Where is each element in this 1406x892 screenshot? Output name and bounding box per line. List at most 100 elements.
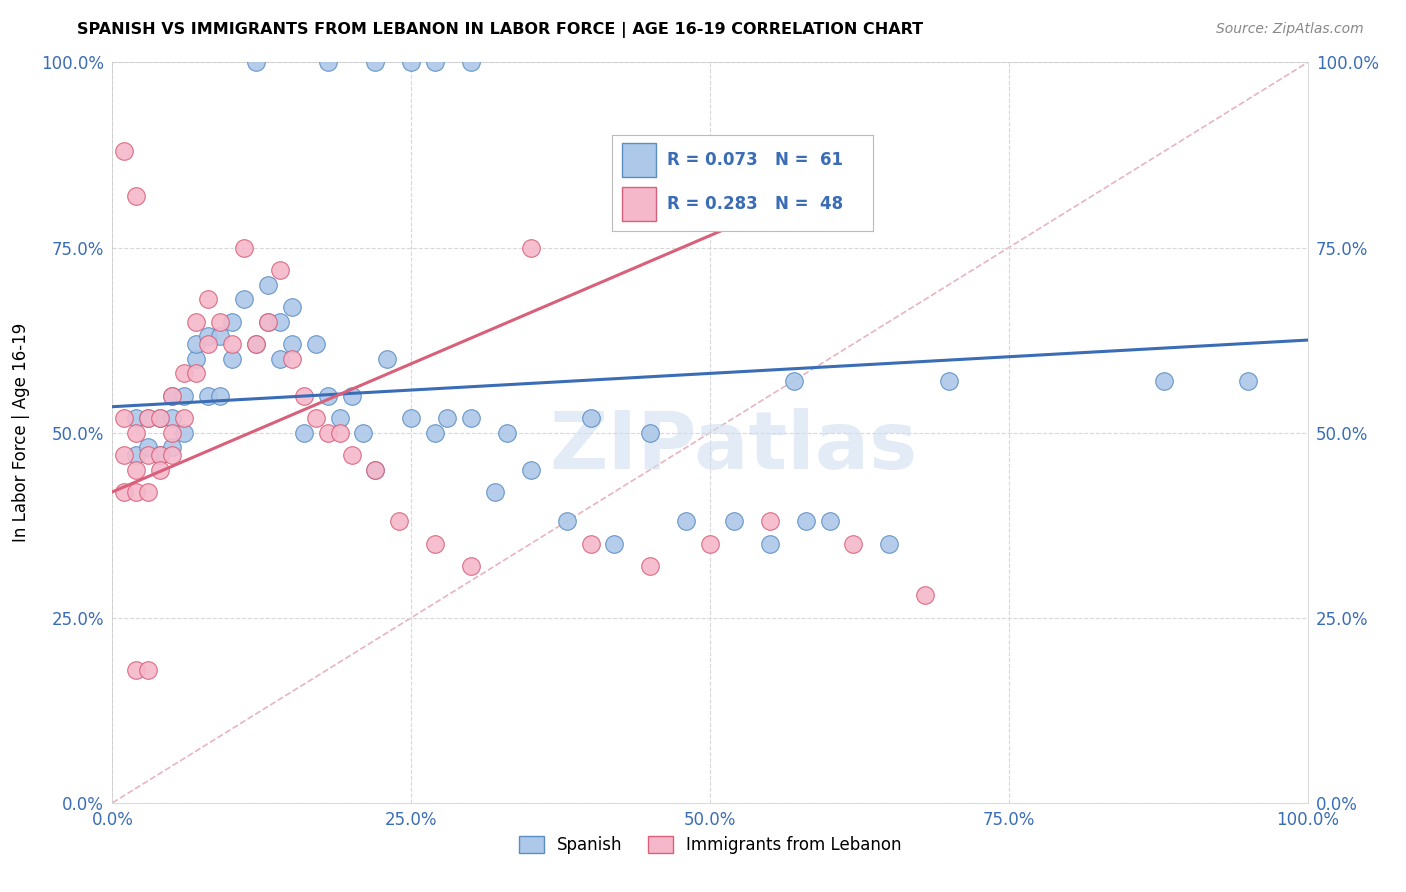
Point (281, 336, 304, 351)
Point (329, 425, 352, 440)
Point (257, 314, 280, 328)
Point (579, 536, 602, 550)
Point (436, 410, 458, 425)
Point (292, 425, 315, 440)
Point (425, 536, 447, 550)
Point (496, 425, 519, 440)
Legend: Spanish, Immigrants from Lebanon: Spanish, Immigrants from Lebanon (512, 830, 908, 861)
Text: Source: ZipAtlas.com: Source: ZipAtlas.com (1216, 22, 1364, 37)
Point (149, 462, 172, 476)
FancyBboxPatch shape (621, 144, 657, 177)
Point (340, 448, 363, 462)
Point (173, 410, 195, 425)
Point (377, 351, 399, 366)
Point (233, 293, 256, 307)
Point (818, 515, 841, 529)
Point (125, 425, 148, 440)
Point (1237, 374, 1260, 388)
Point (675, 515, 697, 529)
Point (125, 484, 148, 499)
Point (794, 515, 817, 529)
Point (520, 240, 543, 255)
Point (138, 663, 160, 677)
Point (484, 484, 506, 499)
Point (186, 367, 208, 381)
Point (723, 515, 745, 529)
Y-axis label: In Labor Force | Age 16-19: In Labor Force | Age 16-19 (13, 323, 30, 542)
Point (149, 410, 172, 425)
Point (245, 336, 267, 351)
Point (340, 388, 363, 402)
Point (699, 536, 721, 550)
Point (316, 55, 339, 70)
Point (114, 448, 135, 462)
Point (114, 145, 135, 159)
Point (125, 188, 148, 202)
Point (162, 388, 183, 402)
Point (125, 410, 148, 425)
Point (197, 388, 219, 402)
Point (173, 425, 195, 440)
Point (197, 329, 219, 343)
Point (257, 277, 280, 292)
Point (305, 410, 328, 425)
Point (520, 462, 543, 476)
Point (281, 300, 304, 314)
Point (197, 293, 219, 307)
Text: SPANISH VS IMMIGRANTS FROM LEBANON IN LABOR FORCE | AGE 16-19 CORRELATION CHART: SPANISH VS IMMIGRANTS FROM LEBANON IN LA… (77, 22, 924, 38)
Point (173, 388, 195, 402)
Point (640, 425, 662, 440)
Point (162, 441, 183, 455)
FancyBboxPatch shape (621, 187, 657, 221)
Point (221, 314, 243, 328)
Point (460, 410, 482, 425)
Point (125, 448, 148, 462)
Point (425, 425, 447, 440)
Point (173, 367, 195, 381)
Point (460, 558, 482, 573)
Point (269, 351, 291, 366)
Point (759, 515, 782, 529)
Point (138, 448, 160, 462)
Point (603, 536, 626, 550)
Point (1153, 374, 1175, 388)
Point (640, 558, 662, 573)
Point (316, 425, 339, 440)
Text: R = 0.283   N =  48: R = 0.283 N = 48 (666, 195, 842, 213)
Point (401, 410, 423, 425)
Point (162, 388, 183, 402)
Point (305, 336, 328, 351)
Point (269, 262, 291, 277)
Point (460, 55, 482, 70)
Point (209, 314, 232, 328)
Point (269, 314, 291, 328)
Point (245, 55, 267, 70)
Point (114, 484, 135, 499)
Point (186, 351, 208, 366)
Point (221, 351, 243, 366)
Point (162, 410, 183, 425)
Point (221, 336, 243, 351)
Point (292, 388, 315, 402)
Text: R = 0.073   N =  61: R = 0.073 N = 61 (666, 151, 842, 169)
Point (257, 314, 280, 328)
Point (281, 351, 304, 366)
Point (149, 448, 172, 462)
Point (138, 484, 160, 499)
Point (138, 410, 160, 425)
Point (149, 410, 172, 425)
Point (233, 240, 256, 255)
Point (149, 448, 172, 462)
Point (364, 462, 387, 476)
Point (125, 663, 148, 677)
Point (162, 448, 183, 462)
Point (782, 374, 804, 388)
Point (138, 441, 160, 455)
Point (329, 410, 352, 425)
Point (316, 388, 339, 402)
Point (197, 336, 219, 351)
Point (138, 410, 160, 425)
Point (401, 55, 423, 70)
Point (352, 425, 374, 440)
Point (186, 336, 208, 351)
